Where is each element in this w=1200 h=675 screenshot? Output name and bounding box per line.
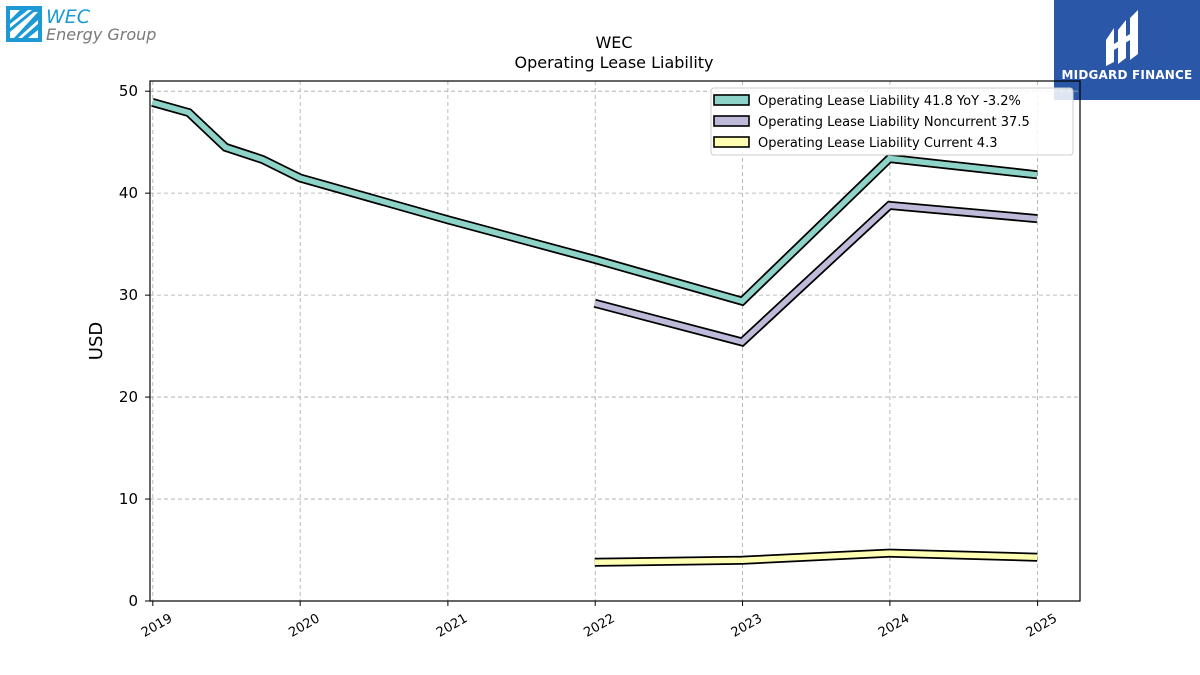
series-line-0 — [151, 99, 1038, 305]
legend-swatch-2 — [713, 136, 750, 148]
x-tick-label: 2020 — [286, 611, 322, 641]
midgard-finance-badge: MIDGARD FINANCE — [1054, 0, 1200, 100]
wec-logo-icon — [6, 6, 42, 42]
x-tick-label: 2019 — [139, 611, 175, 641]
y-tick-label: 50 — [119, 82, 138, 100]
chart-title: WEC — [595, 33, 632, 52]
midgard-logo-icon — [1106, 10, 1138, 66]
y-tick-label: 0 — [128, 592, 138, 610]
plot-frame — [149, 80, 1081, 602]
y-tick-label: 10 — [119, 490, 138, 508]
y-axis-label: USD — [86, 322, 107, 360]
company-logo: WEC Energy Group — [6, 6, 166, 46]
badge-label: MIDGARD FINANCE — [1061, 68, 1193, 82]
x-tick-label: 2023 — [729, 611, 765, 641]
legend-swatch-1 — [713, 115, 750, 127]
x-tick-label: 2021 — [434, 611, 470, 641]
legend-label-0: Operating Lease Liability 41.8 YoY -3.2% — [758, 94, 1021, 109]
x-tick-label: 2025 — [1024, 611, 1060, 641]
series-line-1 — [594, 202, 1038, 346]
company-subname: Energy Group — [46, 25, 157, 44]
x-tick-label: 2022 — [581, 611, 617, 641]
legend-label-1: Operating Lease Liability Noncurrent 37.… — [758, 115, 1030, 130]
legend-label-2: Operating Lease Liability Current 4.3 — [758, 136, 997, 151]
y-tick-label: 20 — [119, 388, 138, 406]
y-tick-label: 30 — [119, 286, 138, 304]
series-line-2 — [594, 550, 1038, 566]
company-name: WEC — [46, 6, 91, 28]
legend-swatch-0 — [713, 94, 750, 106]
y-tick-label: 40 — [119, 184, 138, 202]
legend-box — [710, 87, 1074, 156]
x-tick-label: 2024 — [876, 611, 912, 641]
chart-subtitle: Operating Lease Liability — [514, 53, 713, 72]
